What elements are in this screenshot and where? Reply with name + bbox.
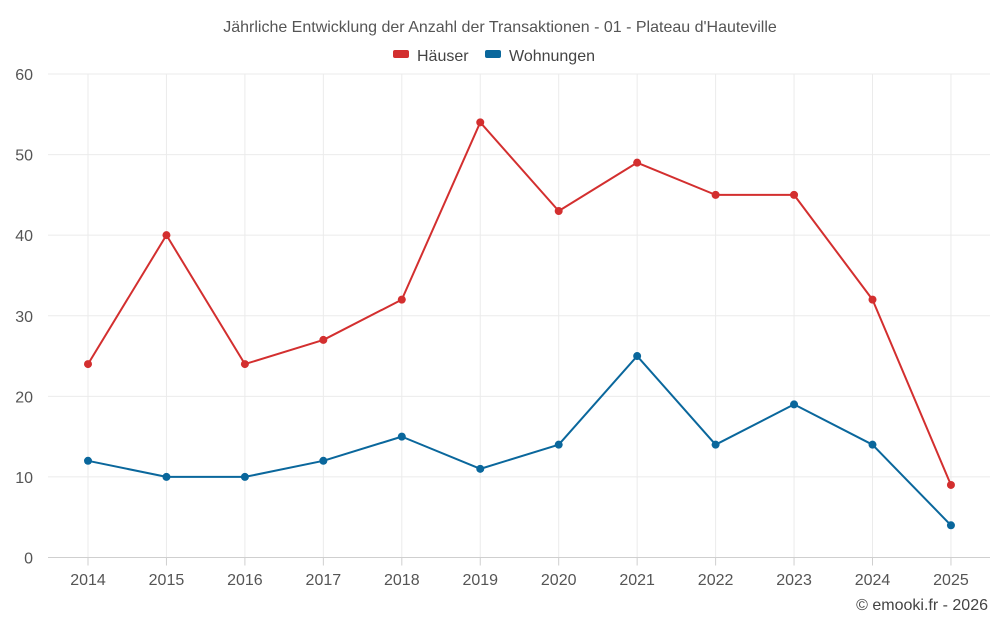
x-tick-label: 2015 <box>149 572 185 589</box>
series-line-wohnungen <box>87 355 952 526</box>
data-point-haeuser[interactable] <box>554 206 563 215</box>
data-point-haeuser[interactable] <box>319 335 328 344</box>
data-point-haeuser[interactable] <box>476 118 485 127</box>
legend: Häuser Wohnungen <box>393 48 595 65</box>
data-point-wohnungen[interactable] <box>946 521 955 530</box>
series-wohnungen <box>84 352 955 530</box>
data-point-haeuser[interactable] <box>790 190 799 199</box>
data-point-wohnungen[interactable] <box>554 440 563 449</box>
data-point-wohnungen[interactable] <box>397 432 406 441</box>
series-haeuser <box>84 118 955 489</box>
x-tick-label: 2016 <box>227 572 263 589</box>
y-tick-label: 30 <box>15 309 33 326</box>
legend-label-haeuser[interactable]: Häuser <box>417 48 469 65</box>
data-point-haeuser[interactable] <box>711 190 720 199</box>
chart-title: Jährliche Entwicklung der Anzahl der Tra… <box>223 19 777 36</box>
x-tick-label: 2020 <box>541 572 577 589</box>
data-point-haeuser[interactable] <box>946 480 955 489</box>
y-tick-label: 60 <box>15 67 33 84</box>
legend-swatch-wohnungen <box>485 50 501 58</box>
legend-label-wohnungen[interactable]: Wohnungen <box>509 48 595 65</box>
y-tick-label: 20 <box>15 389 33 406</box>
data-point-haeuser[interactable] <box>868 295 877 304</box>
x-tick-label: 2021 <box>619 572 655 589</box>
data-point-haeuser[interactable] <box>633 158 642 167</box>
x-axis-ticks: 2014 2015 2016 2017 2018 2019 2020 2021 2022 2023… <box>70 572 969 589</box>
x-tick-label: 2022 <box>698 572 734 589</box>
y-tick-label: 10 <box>15 470 33 487</box>
data-point-haeuser[interactable] <box>240 360 249 369</box>
y-tick-label: 40 <box>15 228 33 245</box>
data-point-wohnungen[interactable] <box>162 472 171 481</box>
data-point-wohnungen[interactable] <box>711 440 720 449</box>
y-tick-label: 0 <box>24 551 33 568</box>
x-gridlines <box>87 74 952 566</box>
x-tick-label: 2017 <box>306 572 342 589</box>
y-gridlines <box>48 73 990 478</box>
data-point-wohnungen[interactable] <box>240 472 249 481</box>
y-axis-ticks: 0 10 20 30 40 50 60 <box>15 67 33 568</box>
data-point-wohnungen[interactable] <box>633 352 642 361</box>
data-point-wohnungen[interactable] <box>790 400 799 409</box>
x-tick-label: 2023 <box>776 572 812 589</box>
data-point-haeuser[interactable] <box>162 231 171 240</box>
x-tick-label: 2019 <box>462 572 498 589</box>
data-point-wohnungen[interactable] <box>868 440 877 449</box>
data-point-wohnungen[interactable] <box>84 456 92 465</box>
data-point-haeuser[interactable] <box>397 295 406 304</box>
data-point-wohnungen[interactable] <box>476 464 485 473</box>
series-line-haeuser <box>87 121 952 486</box>
x-tick-label: 2014 <box>70 572 106 589</box>
data-point-haeuser[interactable] <box>84 360 92 369</box>
x-tick-label: 2025 <box>933 572 969 589</box>
y-tick-label: 50 <box>15 148 33 165</box>
x-tick-label: 2018 <box>384 572 420 589</box>
data-point-wohnungen[interactable] <box>319 456 328 465</box>
x-tick-label: 2024 <box>855 572 891 589</box>
legend-swatch-haeuser <box>393 50 409 58</box>
credit-text: © emooki.fr - 2026 <box>856 597 988 614</box>
series-layer <box>84 118 955 530</box>
